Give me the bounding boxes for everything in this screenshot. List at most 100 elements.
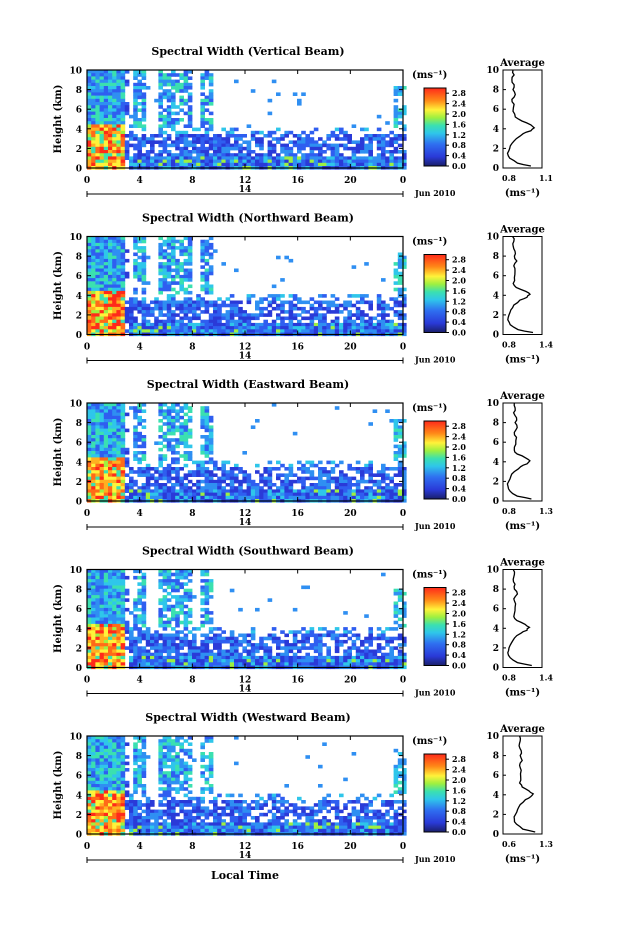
heatmap-cell: [385, 313, 390, 317]
heatmap-cell: [360, 650, 365, 654]
heatmap-cell: [364, 134, 369, 138]
heatmap-cell: [108, 310, 113, 314]
heatmap-cell: [398, 659, 403, 663]
heatmap-cell: [217, 627, 222, 631]
heatmap-cell: [394, 602, 399, 606]
heatmap-cell: [188, 259, 193, 263]
heatmap-cell: [179, 496, 184, 500]
heatmap-cell: [163, 582, 168, 586]
heatmap-cell: [297, 646, 302, 650]
heatmap-cell: [112, 115, 117, 119]
heatmap-cell: [163, 643, 168, 647]
heatmap-cell: [100, 627, 105, 631]
heatmap-cell: [91, 301, 96, 305]
heatmap-cell: [289, 310, 294, 314]
heatmap-cell: [175, 272, 180, 276]
heatmap-cell: [121, 445, 126, 449]
heatmap-cell: [100, 259, 105, 263]
y-tick-label: 10: [69, 566, 82, 576]
heatmap-cell: [352, 477, 357, 481]
heatmap-cell: [221, 650, 226, 654]
heatmap-cell: [125, 153, 130, 157]
heatmap-cell: [314, 329, 319, 333]
heatmap-cell: [356, 307, 361, 311]
heatmap-cell: [360, 150, 365, 154]
heatmap-cell: [142, 99, 147, 103]
heatmap-cell: [398, 310, 403, 314]
heatmap-cell: [108, 429, 113, 433]
heatmap-cell: [368, 470, 373, 474]
heatmap-cell: [100, 246, 105, 250]
heatmap-cell: [91, 755, 96, 759]
heatmap-cell: [368, 493, 373, 497]
heatmap-cell: [398, 134, 403, 138]
heatmap-cell: [171, 80, 176, 84]
heatmap-cell: [230, 473, 235, 477]
heatmap-cell: [322, 313, 327, 317]
heatmap-cell: [158, 256, 163, 260]
heatmap-cell: [87, 249, 92, 253]
heatmap-cell: [104, 83, 109, 87]
heatmap-cell: [129, 496, 134, 500]
heatmap-cell: [179, 281, 184, 285]
heatmap-cell: [146, 310, 151, 314]
heatmap-cell: [326, 477, 331, 481]
heatmap-cell: [373, 323, 378, 327]
heatmap-cell: [184, 326, 189, 330]
heatmap-cell: [289, 163, 294, 167]
heatmap-cell: [373, 326, 378, 330]
heatmap-cell: [158, 124, 163, 128]
heatmap-cell: [87, 467, 92, 471]
heatmap-cell: [188, 473, 193, 477]
heatmap-cell: [104, 598, 109, 602]
heatmap-cell: [200, 163, 205, 167]
heatmap-cell: [259, 646, 264, 650]
heatmap-cell: [394, 489, 399, 493]
heatmap-cell: [398, 156, 403, 160]
heatmap-cell: [171, 105, 176, 109]
heatmap-cell: [280, 326, 285, 330]
heatmap-cell: [150, 483, 155, 487]
heatmap-cell: [142, 435, 147, 439]
heatmap-cell: [209, 473, 214, 477]
heatmap-cell: [108, 454, 113, 458]
heatmap-cell: [242, 477, 247, 481]
heatmap-cell: [398, 598, 403, 602]
heatmap-cell: [167, 653, 172, 657]
heatmap-cell: [276, 461, 281, 465]
heatmap-cell: [104, 496, 109, 500]
heatmap-cell: [133, 445, 138, 449]
heatmap-cell: [314, 147, 319, 151]
heatmap-cell: [251, 653, 256, 657]
heatmap-cell: [108, 128, 113, 132]
heatmap-cell: [192, 473, 197, 477]
heatmap-cell: [213, 496, 218, 500]
heatmap-cell: [158, 304, 163, 308]
heatmap-cell: [91, 147, 96, 151]
heatmap-cell: [125, 259, 130, 263]
heatmap-cell: [213, 480, 218, 484]
heatmap-cell: [137, 493, 142, 497]
heatmap-cell: [196, 464, 201, 468]
heatmap-cell: [175, 611, 180, 615]
heatmap-cell: [322, 493, 327, 497]
heatmap-cell: [133, 656, 138, 660]
heatmap-cell: [301, 307, 306, 311]
heatmap-cell: [263, 326, 268, 330]
heatmap-cell: [142, 419, 147, 423]
heatmap-cell: [112, 288, 117, 292]
heatmap-cell: [356, 634, 361, 638]
heatmap-cell: [205, 259, 210, 263]
heatmap-cell: [339, 493, 344, 497]
heatmap-cell: [154, 441, 159, 445]
heatmap-cell: [368, 659, 373, 663]
heatmap-cell: [318, 150, 323, 154]
heatmap-cell: [125, 150, 130, 154]
heatmap-cell: [255, 646, 260, 650]
heatmap-cell: [171, 304, 176, 308]
heatmap-cell: [184, 614, 189, 618]
heatmap-cell: [301, 627, 306, 631]
heatmap-cell: [108, 592, 113, 596]
heatmap-cell: [87, 301, 92, 305]
heatmap-cell: [163, 477, 168, 481]
